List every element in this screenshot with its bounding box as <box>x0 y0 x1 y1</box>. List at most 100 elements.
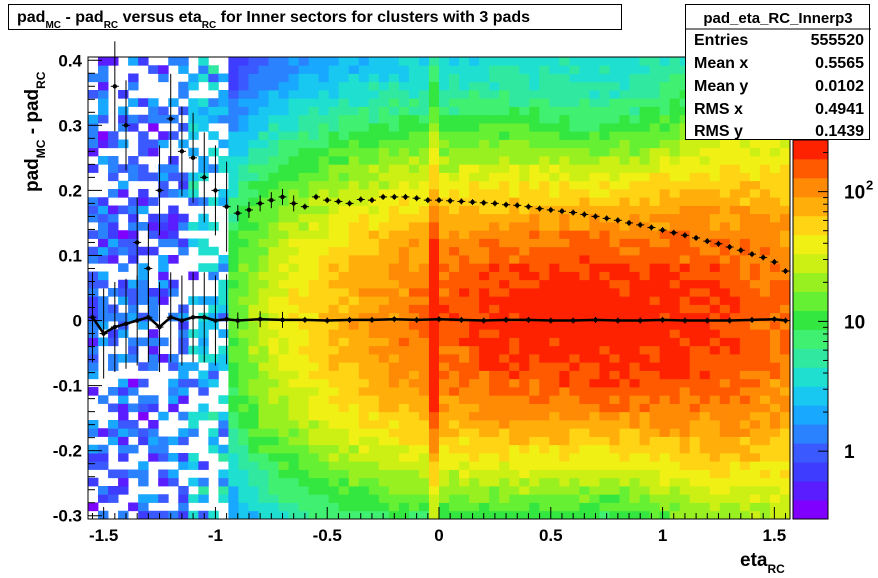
heatmap-cell <box>599 387 610 396</box>
heatmap-cell <box>388 436 400 446</box>
heatmap-cell <box>308 354 320 363</box>
heatmap-cell <box>609 263 620 272</box>
heatmap-cell <box>348 271 360 281</box>
heatmap-cell <box>228 494 239 503</box>
heatmap-cell <box>328 395 340 404</box>
heatmap-cell <box>218 411 229 421</box>
heatmap-cell <box>118 205 129 215</box>
heatmap-cell <box>408 469 420 479</box>
heatmap-cell <box>108 494 119 503</box>
heatmap-cell <box>388 57 400 66</box>
heatmap-cell <box>649 205 661 215</box>
heatmap-cell <box>579 296 590 305</box>
heatmap-cell <box>138 205 149 215</box>
heatmap-cell <box>629 255 640 264</box>
heatmap-cell <box>348 469 360 479</box>
heatmap-cell <box>509 98 520 107</box>
heatmap-cell <box>318 222 330 231</box>
heatmap-cell <box>378 147 390 157</box>
heatmap-cell <box>348 502 360 512</box>
heatmap-cell <box>418 279 430 289</box>
heatmap-cell <box>388 304 400 314</box>
heatmap-cell <box>328 494 340 503</box>
heatmap-cell <box>459 411 470 421</box>
heatmap-cell <box>599 329 610 338</box>
heatmap-cell <box>609 65 620 74</box>
heatmap-cell <box>388 469 400 479</box>
heatmap-cell <box>589 81 600 91</box>
heatmap-cell <box>128 288 139 297</box>
heatmap-cell <box>679 304 691 314</box>
heatmap-cell <box>539 395 550 404</box>
heatmap-cell <box>489 321 500 330</box>
heatmap-cell <box>148 123 159 132</box>
heatmap-cell <box>318 205 330 215</box>
heatmap-cell <box>529 164 540 173</box>
heatmap-cell <box>228 296 239 305</box>
heatmap-cell <box>398 205 410 215</box>
heatmap-cell <box>258 370 269 380</box>
heatmap-cell <box>629 321 640 330</box>
heatmap-cell <box>569 98 580 107</box>
heatmap-cell <box>398 436 410 446</box>
heatmap-cell <box>539 205 550 215</box>
heatmap-cell <box>408 197 420 206</box>
heatmap-cell <box>378 453 390 462</box>
heatmap-cell <box>469 387 480 396</box>
heatmap-cell <box>489 428 500 437</box>
heatmap-cell <box>709 222 721 231</box>
heatmap-cell <box>288 230 299 239</box>
heatmap-cell <box>408 321 420 330</box>
heatmap-cell <box>649 387 661 396</box>
heatmap-cell <box>138 139 149 149</box>
heatmap-cell <box>398 279 410 289</box>
heatmap-cell <box>589 57 600 66</box>
heatmap-cell <box>378 139 390 149</box>
heatmap-cell <box>148 246 159 256</box>
heatmap-cell <box>398 172 410 182</box>
heatmap-cell <box>599 246 610 256</box>
heatmap-cell <box>268 73 279 83</box>
heatmap-cell <box>388 494 400 503</box>
heatmap-cell <box>679 238 691 248</box>
heatmap-cell <box>619 213 630 223</box>
heatmap-cell <box>378 312 390 322</box>
heatmap-cell <box>378 436 390 446</box>
heatmap-cell <box>459 230 470 239</box>
heatmap-cell <box>218 345 229 355</box>
heatmap-cell <box>459 370 470 380</box>
heatmap-cell <box>238 304 249 314</box>
heatmap-cell <box>318 98 330 107</box>
heatmap-cell <box>609 428 620 437</box>
heatmap-cell <box>188 362 199 371</box>
heatmap-cell <box>348 378 360 388</box>
heatmap-cell <box>589 345 600 355</box>
heatmap-cell <box>348 304 360 314</box>
heatmap-cell <box>609 255 620 264</box>
heatmap-cell <box>549 329 560 338</box>
heatmap-cell <box>529 222 540 231</box>
heatmap-cell <box>769 164 781 173</box>
heatmap-cell <box>118 420 129 429</box>
heatmap-cell <box>218 255 229 264</box>
heatmap-cell <box>298 238 310 248</box>
heatmap-cell <box>539 444 550 454</box>
heatmap-cell <box>178 387 189 396</box>
rms-profile-point <box>459 199 464 204</box>
heatmap-cell <box>759 420 771 429</box>
heatmap-cell <box>238 370 249 380</box>
heatmap-cell <box>268 65 279 74</box>
heatmap-cell <box>709 255 721 264</box>
heatmap-cell <box>258 57 269 66</box>
heatmap-cell <box>278 362 289 371</box>
heatmap-cell <box>569 139 580 149</box>
heatmap-cell <box>408 222 420 231</box>
heatmap-cell <box>689 345 701 355</box>
heatmap-cell <box>699 164 711 173</box>
heatmap-cell <box>248 90 259 99</box>
heatmap-cell <box>388 461 400 470</box>
heatmap-cell <box>679 387 691 396</box>
heatmap-cell <box>739 205 751 215</box>
heatmap-cell <box>689 180 701 190</box>
mean-profile-point <box>112 324 118 330</box>
